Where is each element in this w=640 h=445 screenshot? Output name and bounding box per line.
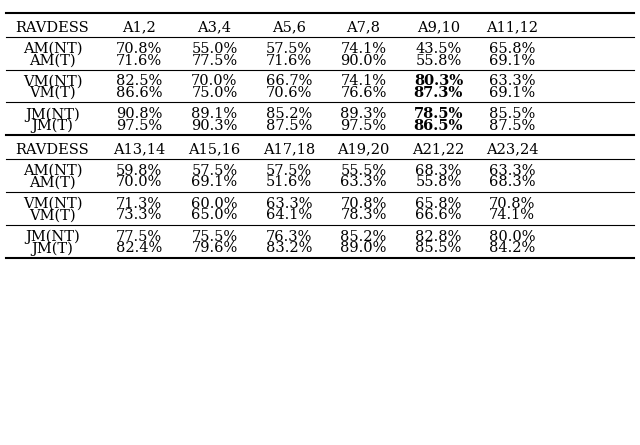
Text: 70.8%: 70.8% xyxy=(340,197,387,211)
Text: A19,20: A19,20 xyxy=(337,142,390,157)
Text: A15,16: A15,16 xyxy=(188,142,241,157)
Text: 73.3%: 73.3% xyxy=(116,208,162,222)
Text: 85.5%: 85.5% xyxy=(489,107,535,121)
Text: RAVDESS: RAVDESS xyxy=(15,20,90,35)
Text: 71.3%: 71.3% xyxy=(116,197,162,211)
Text: 87.3%: 87.3% xyxy=(413,86,463,100)
Text: 86.5%: 86.5% xyxy=(413,119,463,133)
Text: 68.3%: 68.3% xyxy=(489,175,535,190)
Text: 97.5%: 97.5% xyxy=(116,119,162,133)
Text: 75.5%: 75.5% xyxy=(191,230,237,244)
Text: JM(T): JM(T) xyxy=(31,119,74,133)
Text: A17,18: A17,18 xyxy=(263,142,316,157)
Text: 57.5%: 57.5% xyxy=(191,164,237,178)
Text: 69.1%: 69.1% xyxy=(489,86,535,100)
Text: 90.8%: 90.8% xyxy=(116,107,162,121)
Text: 63.3%: 63.3% xyxy=(489,74,535,89)
Text: A11,12: A11,12 xyxy=(486,20,538,35)
Text: 71.6%: 71.6% xyxy=(116,53,162,68)
Text: 85.5%: 85.5% xyxy=(415,241,461,255)
Text: 70.8%: 70.8% xyxy=(489,197,535,211)
Text: JM(NT): JM(NT) xyxy=(25,230,80,244)
Text: 74.1%: 74.1% xyxy=(340,42,387,56)
Text: A13,14: A13,14 xyxy=(113,142,165,157)
Text: 97.5%: 97.5% xyxy=(340,119,387,133)
Text: 69.1%: 69.1% xyxy=(191,175,237,190)
Text: 59.8%: 59.8% xyxy=(116,164,162,178)
Text: 80.3%: 80.3% xyxy=(414,74,463,89)
Text: 89.0%: 89.0% xyxy=(340,241,387,255)
Text: 55.0%: 55.0% xyxy=(191,42,237,56)
Text: A3,4: A3,4 xyxy=(197,20,232,35)
Text: 79.6%: 79.6% xyxy=(191,241,237,255)
Text: 55.8%: 55.8% xyxy=(415,175,461,190)
Text: AM(NT): AM(NT) xyxy=(23,42,82,56)
Text: 43.5%: 43.5% xyxy=(415,42,461,56)
Text: 76.3%: 76.3% xyxy=(266,230,312,244)
Text: 86.6%: 86.6% xyxy=(116,86,162,100)
Text: 66.6%: 66.6% xyxy=(415,208,461,222)
Text: 70.6%: 70.6% xyxy=(266,86,312,100)
Text: 65.0%: 65.0% xyxy=(191,208,237,222)
Text: JM(NT): JM(NT) xyxy=(25,107,80,121)
Text: 71.6%: 71.6% xyxy=(266,53,312,68)
Text: 83.2%: 83.2% xyxy=(266,241,312,255)
Text: A1,2: A1,2 xyxy=(122,20,156,35)
Text: RAVDESS: RAVDESS xyxy=(15,142,90,157)
Text: 70.8%: 70.8% xyxy=(116,42,162,56)
Text: 65.8%: 65.8% xyxy=(489,42,535,56)
Text: 63.3%: 63.3% xyxy=(266,197,312,211)
Text: 90.0%: 90.0% xyxy=(340,53,387,68)
Text: 82.5%: 82.5% xyxy=(116,74,162,89)
Text: A9,10: A9,10 xyxy=(417,20,460,35)
Text: AM(T): AM(T) xyxy=(29,53,76,68)
Text: JM(T): JM(T) xyxy=(31,241,74,255)
Text: 64.1%: 64.1% xyxy=(266,208,312,222)
Text: A23,24: A23,24 xyxy=(486,142,538,157)
Text: 70.0%: 70.0% xyxy=(191,74,237,89)
Text: 82.8%: 82.8% xyxy=(415,230,461,244)
Text: 90.3%: 90.3% xyxy=(191,119,237,133)
Text: 82.4%: 82.4% xyxy=(116,241,162,255)
Text: VM(T): VM(T) xyxy=(29,208,76,222)
Text: 70.0%: 70.0% xyxy=(116,175,162,190)
Text: 77.5%: 77.5% xyxy=(116,230,162,244)
Text: 89.3%: 89.3% xyxy=(340,107,387,121)
Text: VM(NT): VM(NT) xyxy=(23,197,82,211)
Text: 89.1%: 89.1% xyxy=(191,107,237,121)
Text: 74.1%: 74.1% xyxy=(489,208,535,222)
Text: 78.3%: 78.3% xyxy=(340,208,387,222)
Text: 85.2%: 85.2% xyxy=(266,107,312,121)
Text: 66.7%: 66.7% xyxy=(266,74,312,89)
Text: 57.5%: 57.5% xyxy=(266,164,312,178)
Text: 87.5%: 87.5% xyxy=(266,119,312,133)
Text: 84.2%: 84.2% xyxy=(489,241,535,255)
Text: 63.3%: 63.3% xyxy=(340,175,387,190)
Text: AM(NT): AM(NT) xyxy=(23,164,82,178)
Text: 87.5%: 87.5% xyxy=(489,119,535,133)
Text: VM(NT): VM(NT) xyxy=(23,74,82,89)
Text: 78.5%: 78.5% xyxy=(413,107,463,121)
Text: 63.3%: 63.3% xyxy=(489,164,535,178)
Text: VM(T): VM(T) xyxy=(29,86,76,100)
Text: A7,8: A7,8 xyxy=(346,20,381,35)
Text: 65.8%: 65.8% xyxy=(415,197,461,211)
Text: 57.5%: 57.5% xyxy=(266,42,312,56)
Text: 75.0%: 75.0% xyxy=(191,86,237,100)
Text: 55.5%: 55.5% xyxy=(340,164,387,178)
Text: 77.5%: 77.5% xyxy=(191,53,237,68)
Text: 85.2%: 85.2% xyxy=(340,230,387,244)
Text: 80.0%: 80.0% xyxy=(489,230,535,244)
Text: 74.1%: 74.1% xyxy=(340,74,387,89)
Text: 76.6%: 76.6% xyxy=(340,86,387,100)
Text: 51.6%: 51.6% xyxy=(266,175,312,190)
Text: A5,6: A5,6 xyxy=(272,20,307,35)
Text: 60.0%: 60.0% xyxy=(191,197,237,211)
Text: 69.1%: 69.1% xyxy=(489,53,535,68)
Text: 68.3%: 68.3% xyxy=(415,164,461,178)
Text: A21,22: A21,22 xyxy=(412,142,465,157)
Text: AM(T): AM(T) xyxy=(29,175,76,190)
Text: 55.8%: 55.8% xyxy=(415,53,461,68)
